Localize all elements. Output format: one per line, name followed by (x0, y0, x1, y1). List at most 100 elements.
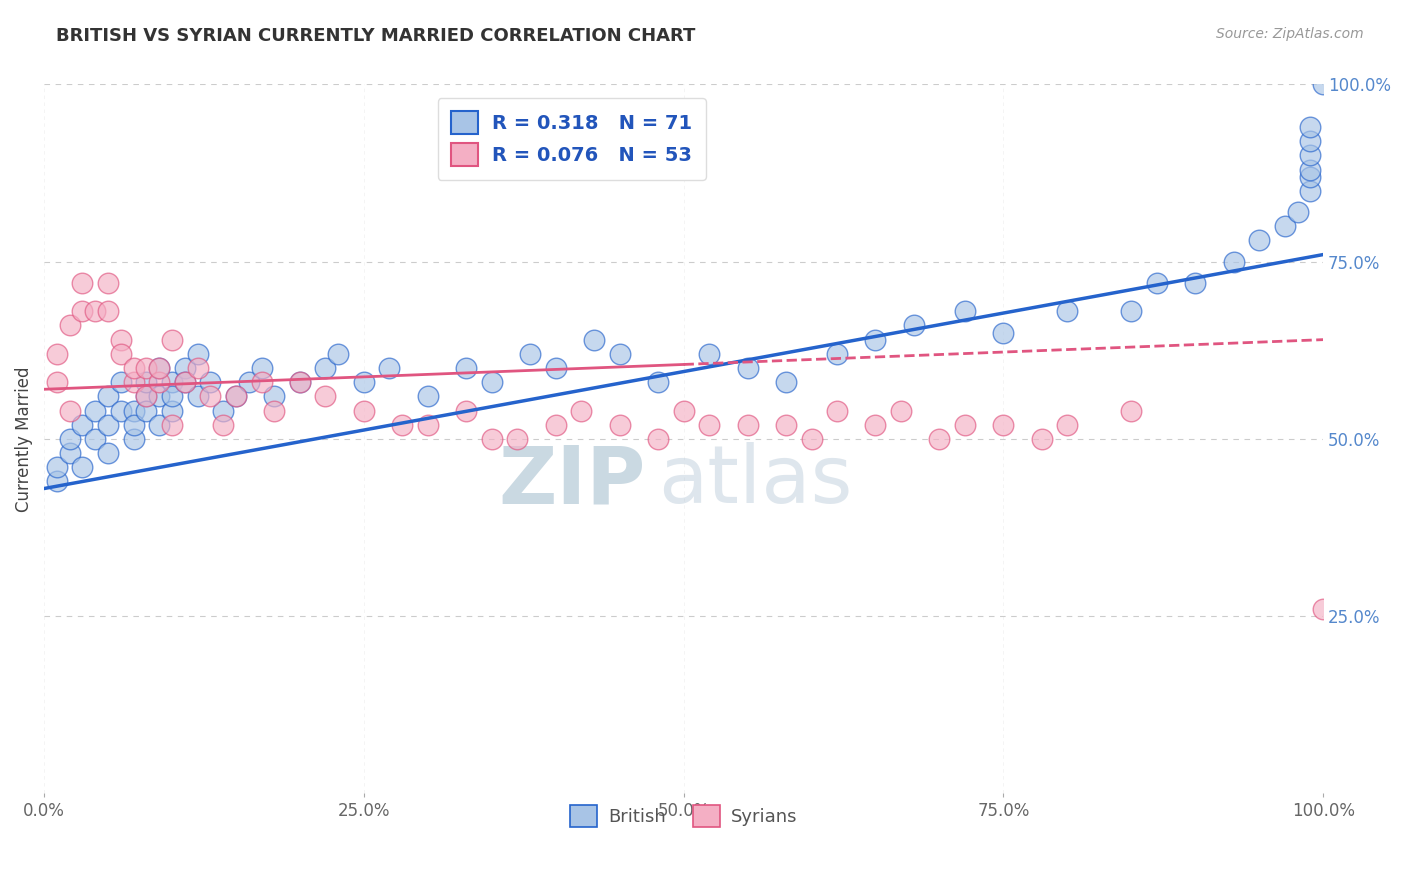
Point (1031, 432, 1053, 446)
Point (315, 389, 337, 403)
Point (72, 304, 94, 318)
Text: Source: ZipAtlas.com: Source: ZipAtlas.com (1216, 27, 1364, 41)
Point (45, 460, 67, 475)
Point (173, 375, 195, 389)
Point (825, 347, 848, 361)
Point (200, 375, 222, 389)
Y-axis label: Currently Married: Currently Married (15, 366, 32, 512)
Point (160, 333, 183, 347)
Point (122, 361, 145, 376)
Point (59, 446, 82, 460)
Point (135, 389, 157, 403)
Point (1299, 120, 1322, 134)
Point (84, 304, 107, 318)
Point (583, 333, 606, 347)
Point (187, 389, 209, 403)
Point (135, 361, 157, 376)
Point (1312, 602, 1334, 616)
Point (97, 276, 120, 290)
Point (1299, 162, 1322, 177)
Point (1299, 169, 1322, 184)
Point (72, 460, 94, 475)
Point (110, 403, 132, 417)
Point (160, 417, 183, 432)
Point (569, 403, 592, 417)
Point (953, 304, 976, 318)
Point (506, 432, 529, 446)
Point (1056, 417, 1078, 432)
Point (481, 432, 503, 446)
Point (148, 361, 170, 376)
Point (148, 417, 170, 432)
Point (697, 417, 720, 432)
Point (544, 417, 567, 432)
Point (148, 389, 170, 403)
Point (238, 375, 260, 389)
Point (250, 375, 273, 389)
Point (250, 361, 273, 376)
Point (953, 417, 976, 432)
Point (737, 361, 759, 376)
Point (1312, 78, 1334, 92)
Point (97, 417, 120, 432)
Point (353, 375, 375, 389)
Point (59, 403, 82, 417)
Point (1121, 403, 1143, 417)
Point (122, 432, 145, 446)
Point (45, 347, 67, 361)
Point (928, 432, 950, 446)
Point (1286, 205, 1309, 219)
Point (97, 304, 120, 318)
Point (84, 432, 107, 446)
Text: atlas: atlas (658, 442, 852, 520)
Point (737, 417, 759, 432)
Point (800, 432, 823, 446)
Point (288, 375, 311, 389)
Point (544, 361, 567, 376)
Legend: British, Syrians: British, Syrians (562, 797, 804, 834)
Point (173, 375, 195, 389)
Point (647, 375, 669, 389)
Point (122, 403, 145, 417)
Point (1222, 254, 1244, 268)
Point (72, 417, 94, 432)
Point (212, 403, 235, 417)
Point (135, 403, 157, 417)
Point (1056, 304, 1078, 318)
Point (59, 318, 82, 333)
Point (825, 403, 848, 417)
Point (110, 333, 132, 347)
Point (1299, 184, 1322, 198)
Point (456, 403, 478, 417)
Point (890, 403, 912, 417)
Point (328, 347, 350, 361)
Point (45, 375, 67, 389)
Point (59, 432, 82, 446)
Point (353, 403, 375, 417)
Point (110, 375, 132, 389)
Point (391, 417, 413, 432)
Point (110, 347, 132, 361)
Point (315, 361, 337, 376)
Point (1249, 234, 1271, 248)
Point (122, 417, 145, 432)
Point (160, 375, 183, 389)
Point (122, 375, 145, 389)
Point (1299, 134, 1322, 148)
Point (416, 389, 439, 403)
Point (1184, 276, 1206, 290)
Point (200, 389, 222, 403)
Point (1274, 219, 1296, 234)
Point (97, 446, 120, 460)
Point (1146, 276, 1168, 290)
Point (1121, 304, 1143, 318)
Point (481, 375, 503, 389)
Point (609, 417, 631, 432)
Point (225, 389, 247, 403)
Point (97, 389, 120, 403)
Point (697, 347, 720, 361)
Point (378, 361, 401, 376)
Point (903, 318, 925, 333)
Point (187, 361, 209, 376)
Point (993, 326, 1015, 340)
